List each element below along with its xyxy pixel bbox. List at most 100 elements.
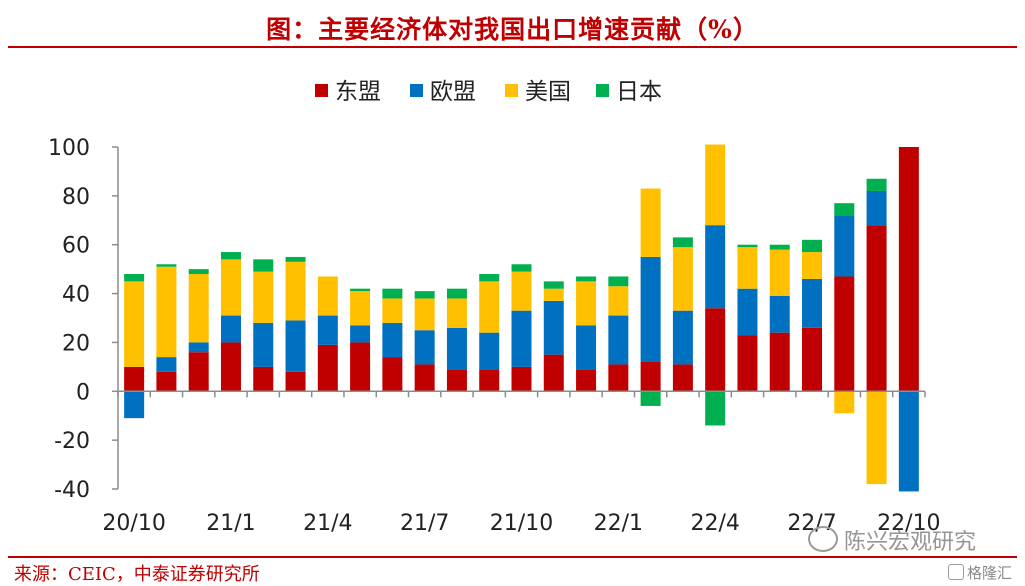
bar-22-9-series0 (866, 225, 887, 392)
x-tick-label: 21/4 (303, 511, 352, 536)
bar-22-10-series0 (898, 147, 919, 392)
bar-21-8-series0 (446, 369, 467, 392)
x-tick-label: 22/4 (690, 511, 739, 536)
bar-21-11-series1 (543, 300, 564, 355)
bar-22-1-series2 (608, 286, 629, 316)
bar-22-9-series3 (866, 178, 887, 191)
bar-21-6-series3 (382, 288, 403, 299)
bar-22-4-series1 (705, 225, 726, 309)
bar-22-1-series0 (608, 364, 629, 392)
bar-22-2-series1 (640, 256, 661, 362)
bar-21-1-series2 (220, 259, 241, 316)
bar-21-12-series2 (576, 281, 597, 326)
bar-22-3-series0 (672, 364, 693, 392)
bar-21-12-series1 (576, 325, 597, 370)
bar-21-12-series0 (576, 369, 597, 392)
bar-21-10-series2 (511, 271, 532, 311)
bar-21-7-series1 (414, 330, 435, 365)
bar-21-10-series3 (511, 264, 532, 272)
watermark-brand-wrap: 格隆汇 (948, 562, 1012, 583)
bar-21-6-series1 (382, 322, 403, 358)
x-tick-label: 22/1 (594, 511, 643, 536)
bar-21-11-series3 (543, 281, 564, 289)
bar-21-9-series1 (479, 332, 500, 370)
bar-21-7-series0 (414, 364, 435, 392)
bar-20-10-series3 (124, 274, 145, 282)
bar-22-7-series3 (802, 239, 823, 253)
bar-21-3-series2 (285, 261, 306, 321)
bottom-divider (8, 556, 1017, 558)
bar-21-1-series3 (220, 252, 241, 260)
legend-label-1: 欧盟 (430, 79, 476, 105)
bar-22-7-series0 (802, 327, 823, 392)
bar-22-2-series3 (640, 391, 661, 406)
bar-22-5-series2 (737, 247, 758, 289)
bar-22-8-series1 (834, 215, 855, 277)
bar-21-5-series1 (350, 325, 371, 343)
legend-label-3: 日本 (616, 79, 662, 105)
bar-22-3-series2 (672, 247, 693, 311)
bar-21-9-series2 (479, 281, 500, 333)
bar-20-10-series0 (124, 366, 145, 392)
watermark-brand: 格隆汇 (967, 564, 1013, 582)
bar-21-8-series3 (446, 288, 467, 299)
x-tick-label: 21/1 (206, 511, 255, 536)
legend-label-2: 美国 (525, 79, 571, 105)
bar-22-9-series1 (866, 190, 887, 226)
bar-21-5-series0 (350, 342, 371, 392)
bar-21-2-series2 (253, 271, 274, 323)
bar-22-4-series0 (705, 308, 726, 392)
y-tick-label: 20 (62, 331, 90, 356)
bar-22-5-series0 (737, 335, 758, 392)
bar-22-6-series1 (769, 296, 790, 333)
bar-22-4-series2 (705, 144, 726, 226)
bar-22-7-series2 (802, 252, 823, 279)
brand-logo-icon (948, 564, 964, 580)
bar-21-3-series3 (285, 256, 306, 262)
bar-22-1-series1 (608, 315, 629, 365)
legend-swatch-0 (315, 84, 328, 97)
y-tick-label: -40 (54, 478, 90, 503)
bar-22-10-series1 (898, 391, 919, 492)
bar-22-8-series3 (834, 203, 855, 216)
bar-20-10-series2 (124, 281, 145, 367)
legend-swatch-2 (505, 84, 518, 97)
bar-22-6-series2 (769, 249, 790, 297)
bar-22-9-series2 (866, 391, 887, 485)
bar-22-6-series3 (769, 244, 790, 250)
bar-20-12-series3 (188, 269, 209, 275)
bar-21-1-series0 (220, 342, 241, 392)
bar-21-9-series0 (479, 369, 500, 392)
bar-21-1-series1 (220, 315, 241, 343)
bar-20-12-series1 (188, 342, 209, 353)
bar-21-6-series0 (382, 357, 403, 392)
bar-21-5-series2 (350, 291, 371, 326)
top-divider (8, 46, 1017, 48)
source-note: 来源：CEIC，中泰证券研究所 (14, 564, 260, 585)
bar-22-6-series0 (769, 332, 790, 392)
bar-22-1-series3 (608, 276, 629, 287)
y-tick-label: 80 (62, 185, 90, 210)
bar-21-4-series2 (317, 276, 338, 316)
bar-22-8-series2 (834, 391, 855, 414)
bar-21-7-series2 (414, 298, 435, 331)
bar-20-12-series0 (188, 352, 209, 392)
bar-22-3-series3 (672, 237, 693, 248)
bar-21-4-series0 (317, 344, 338, 392)
bar-22-4-series3 (705, 391, 726, 426)
bar-21-4-series1 (317, 315, 338, 345)
bar-21-3-series0 (285, 371, 306, 392)
bar-22-5-series1 (737, 288, 758, 336)
page-title: 图：主要经济体对我国出口增速贡献（%） (266, 15, 759, 44)
bar-21-7-series3 (414, 291, 435, 299)
y-tick-label: 0 (76, 380, 90, 405)
bar-22-2-series0 (640, 361, 661, 392)
bar-21-8-series1 (446, 327, 467, 370)
bar-21-2-series3 (253, 259, 274, 272)
bar-20-12-series2 (188, 274, 209, 343)
wechat-icon (808, 526, 838, 552)
bar-21-6-series2 (382, 298, 403, 323)
bar-21-8-series2 (446, 298, 467, 328)
bar-21-12-series3 (576, 276, 597, 282)
x-tick-label: 21/10 (490, 511, 553, 536)
